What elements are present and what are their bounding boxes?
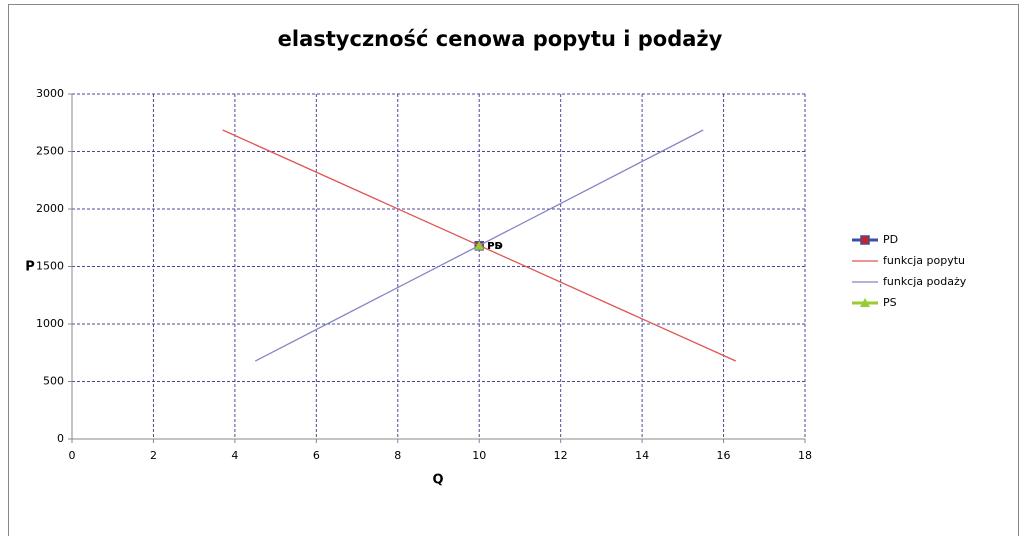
x-tick-label: 14 [635,449,649,462]
y-tick-label: 0 [57,432,64,445]
y-tick-label: 2000 [36,202,64,215]
x-tick-label: 18 [798,449,812,462]
x-tick-label: 12 [554,449,568,462]
y-tick-label: 2500 [36,145,64,158]
x-tick-label: 2 [150,449,157,462]
data-label: PS [487,241,502,252]
y-tick-label: 500 [43,375,64,388]
y-tick-label: 1000 [36,317,64,330]
x-tick-label: 8 [394,449,401,462]
legend-marker [860,298,870,307]
x-tick-label: 6 [313,449,320,462]
x-axis-label: Q [432,473,443,488]
chart-frame [8,4,1019,536]
legend-marker [860,235,870,245]
y-tick-label: 3000 [36,87,64,100]
data-point [474,240,485,250]
y-tick-label: 1500 [36,260,64,273]
legend-label: PD [883,233,898,246]
x-tick-label: 4 [231,449,238,462]
x-tick-label: 0 [69,449,76,462]
legend-label: funkcja podaży [883,275,967,288]
legend-label: funkcja popytu [883,254,965,267]
x-tick-label: 10 [472,449,486,462]
x-tick-label: 16 [717,449,731,462]
data-label: PD [487,241,503,252]
y-axis-label: P [25,260,35,275]
legend-label: PS [883,296,897,309]
chart-title: elastyczność cenowa popytu i podaży [278,27,723,51]
